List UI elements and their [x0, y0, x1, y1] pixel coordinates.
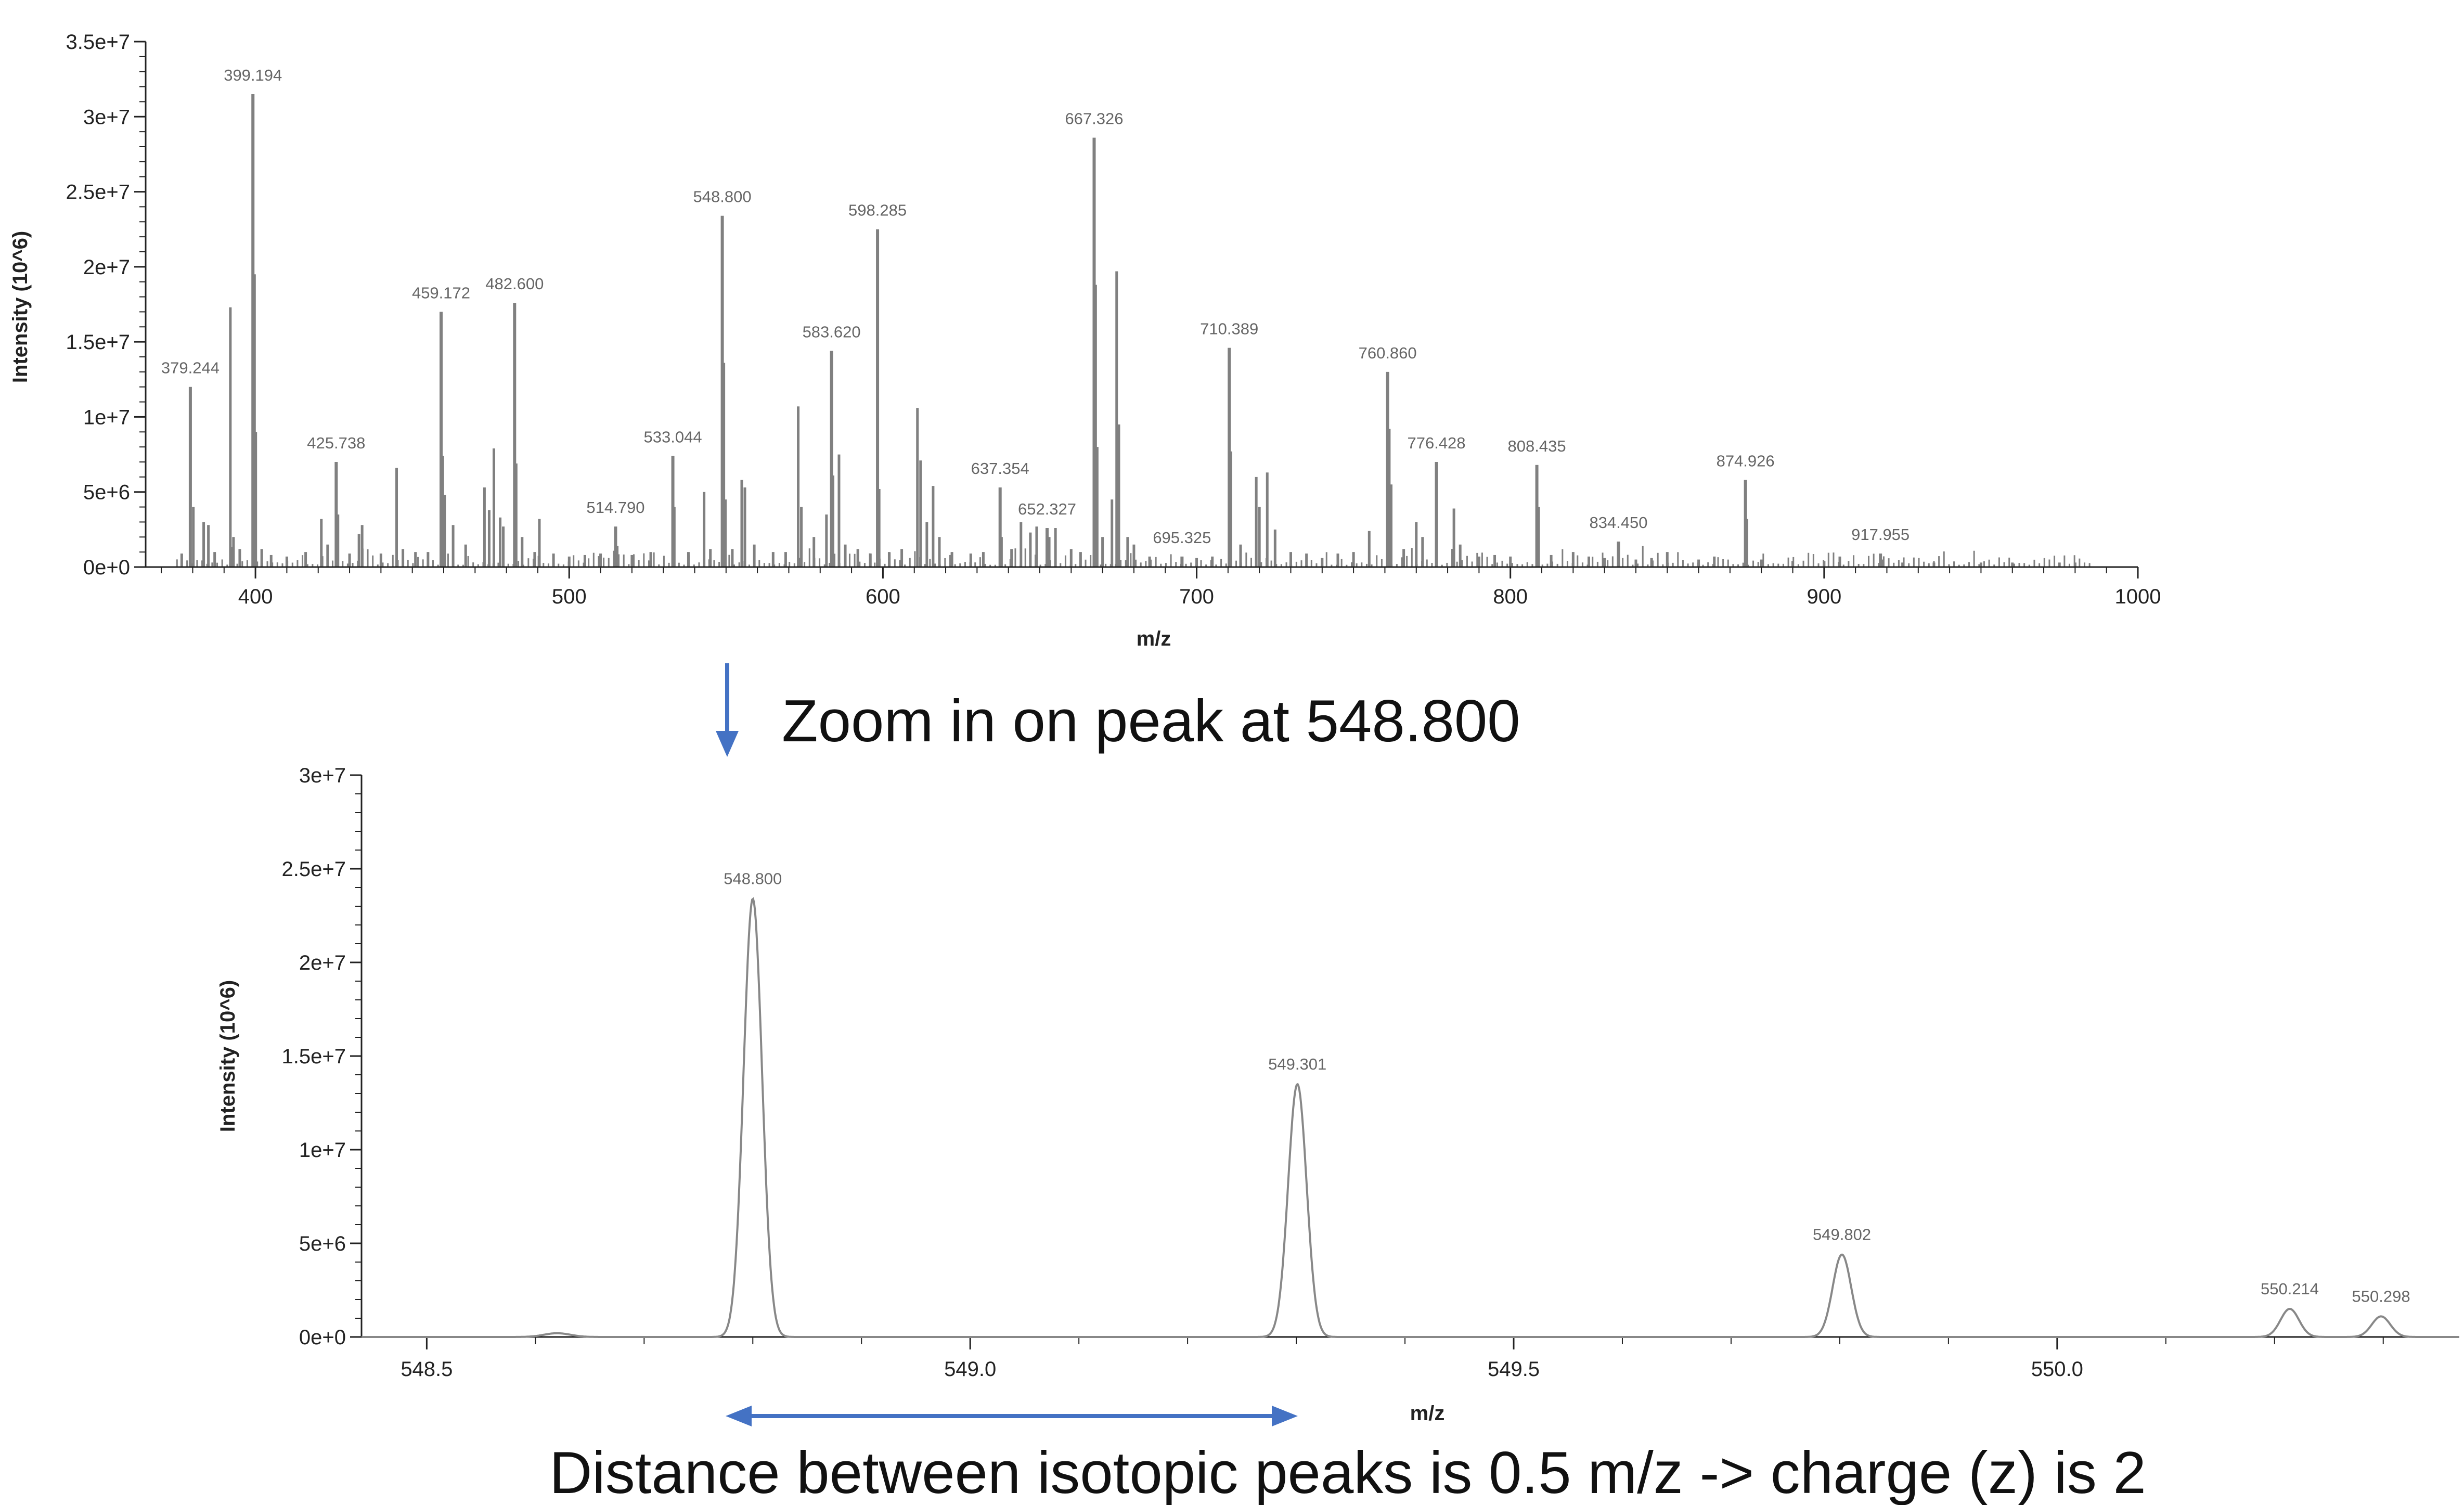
peak-label: 459.172 — [412, 284, 470, 302]
peak-label: 549.301 — [1268, 1055, 1326, 1073]
full-spectrum-chart: 0e+0 5e+6 1e+7 1.5e+7 2e+7 2.5e+7 3e+7 3.5e+7 40… — [9, 31, 2161, 650]
peak-label: 399.194 — [224, 66, 282, 84]
full-spectrum-peak-labels: 379.244 399.194 425.738 459.172 482.600 514.7… — [161, 66, 1910, 547]
x-tick-label: 800 — [1493, 585, 1528, 608]
x-tick-label: 548.5 — [401, 1358, 453, 1381]
peak-label: 548.800 — [693, 188, 752, 206]
y-tick-label: 3e+7 — [83, 106, 130, 128]
zoomed-spectrum-y-axis-title: Intensity (10^6) — [216, 980, 239, 1132]
peak-label: 637.354 — [971, 459, 1029, 478]
x-tick-label: 700 — [1179, 585, 1214, 608]
y-tick-label: 2e+7 — [299, 951, 346, 974]
y-tick-label: 0e+0 — [299, 1326, 346, 1349]
y-tick-label: 1e+7 — [83, 406, 130, 429]
full-spectrum-axes: 0e+0 5e+6 1e+7 1.5e+7 2e+7 2.5e+7 3e+7 3.5e+7 40… — [66, 31, 2161, 608]
isotope-distance-annotation: Distance between isotopic peaks is 0.5 m… — [549, 1406, 2146, 1505]
y-tick-label: 1e+7 — [299, 1139, 346, 1162]
x-tick-label: 500 — [552, 585, 587, 608]
peak-label: 834.450 — [1589, 513, 1647, 532]
peak-label: 808.435 — [1508, 437, 1566, 455]
x-tick-label: 550.0 — [2031, 1358, 2083, 1381]
x-tick-label: 549.5 — [1488, 1358, 1540, 1381]
y-tick-label: 1.5e+7 — [282, 1045, 346, 1068]
y-tick-label: 0e+0 — [83, 556, 130, 579]
full-spectrum-y-axis-title: Intensity (10^6) — [9, 231, 32, 383]
peak-label: 550.214 — [2261, 1280, 2319, 1298]
y-tick-label: 3e+7 — [299, 764, 346, 787]
zoomed-spectrum-chart: 0e+0 5e+6 1e+7 1.5e+7 2e+7 2.5e+7 3e+7 548.5 549… — [216, 764, 2459, 1425]
x-tick-label: 549.0 — [944, 1358, 996, 1381]
peak-label: 514.790 — [586, 498, 644, 517]
peak-label: 379.244 — [161, 359, 220, 377]
distance-caption: Distance between isotopic peaks is 0.5 m… — [549, 1440, 2146, 1505]
spectrum-bars — [176, 94, 2091, 567]
x-tick-label: 1000 — [2115, 585, 2161, 608]
y-tick-label: 3.5e+7 — [66, 31, 130, 54]
peak-label: 760.860 — [1359, 344, 1417, 362]
peak-label: 695.325 — [1153, 529, 1211, 547]
peak-label: 874.926 — [1717, 452, 1775, 470]
peak-label: 667.326 — [1065, 110, 1123, 128]
zoom-arrow-head — [716, 731, 739, 757]
peak-label: 917.955 — [1851, 525, 1910, 544]
distance-arrow-head-left — [726, 1406, 752, 1426]
full-spectrum-x-axis-title: m/z — [1137, 627, 1171, 650]
peak-label: 550.298 — [2352, 1287, 2410, 1305]
peak-label: 482.600 — [485, 275, 544, 293]
peak-label: 548.800 — [724, 870, 782, 888]
x-tick-label: 900 — [1807, 585, 1841, 608]
y-tick-label: 2e+7 — [83, 256, 130, 279]
y-tick-label: 2.5e+7 — [66, 181, 130, 204]
zoomed-spectrum-peak-labels: 548.800 549.301 549.802 550.214 550.298 — [724, 870, 2410, 1306]
peak-label: 710.389 — [1200, 320, 1258, 338]
zoomed-spectrum-profile-line — [362, 897, 2459, 1338]
y-tick-label: 1.5e+7 — [66, 331, 130, 354]
x-tick-label: 600 — [866, 585, 900, 608]
y-tick-label: 5e+6 — [83, 481, 130, 504]
peak-label: 776.428 — [1407, 434, 1465, 452]
zoom-caption: Zoom in on peak at 548.800 — [782, 688, 1520, 754]
peak-label: 598.285 — [848, 201, 907, 220]
peak-label: 533.044 — [644, 428, 702, 446]
peak-label: 583.620 — [803, 323, 861, 341]
y-tick-label: 5e+6 — [299, 1232, 346, 1255]
peak-label: 652.327 — [1018, 500, 1076, 518]
peak-label: 549.802 — [1813, 1226, 1871, 1244]
peak-label: 425.738 — [307, 434, 365, 452]
distance-arrow-head-right — [1272, 1406, 1298, 1426]
x-tick-label: 400 — [238, 585, 273, 608]
zoom-annotation: Zoom in on peak at 548.800 — [716, 663, 1520, 757]
zoomed-spectrum-x-axis-title: m/z — [1410, 1402, 1445, 1425]
y-tick-label: 2.5e+7 — [282, 858, 346, 881]
